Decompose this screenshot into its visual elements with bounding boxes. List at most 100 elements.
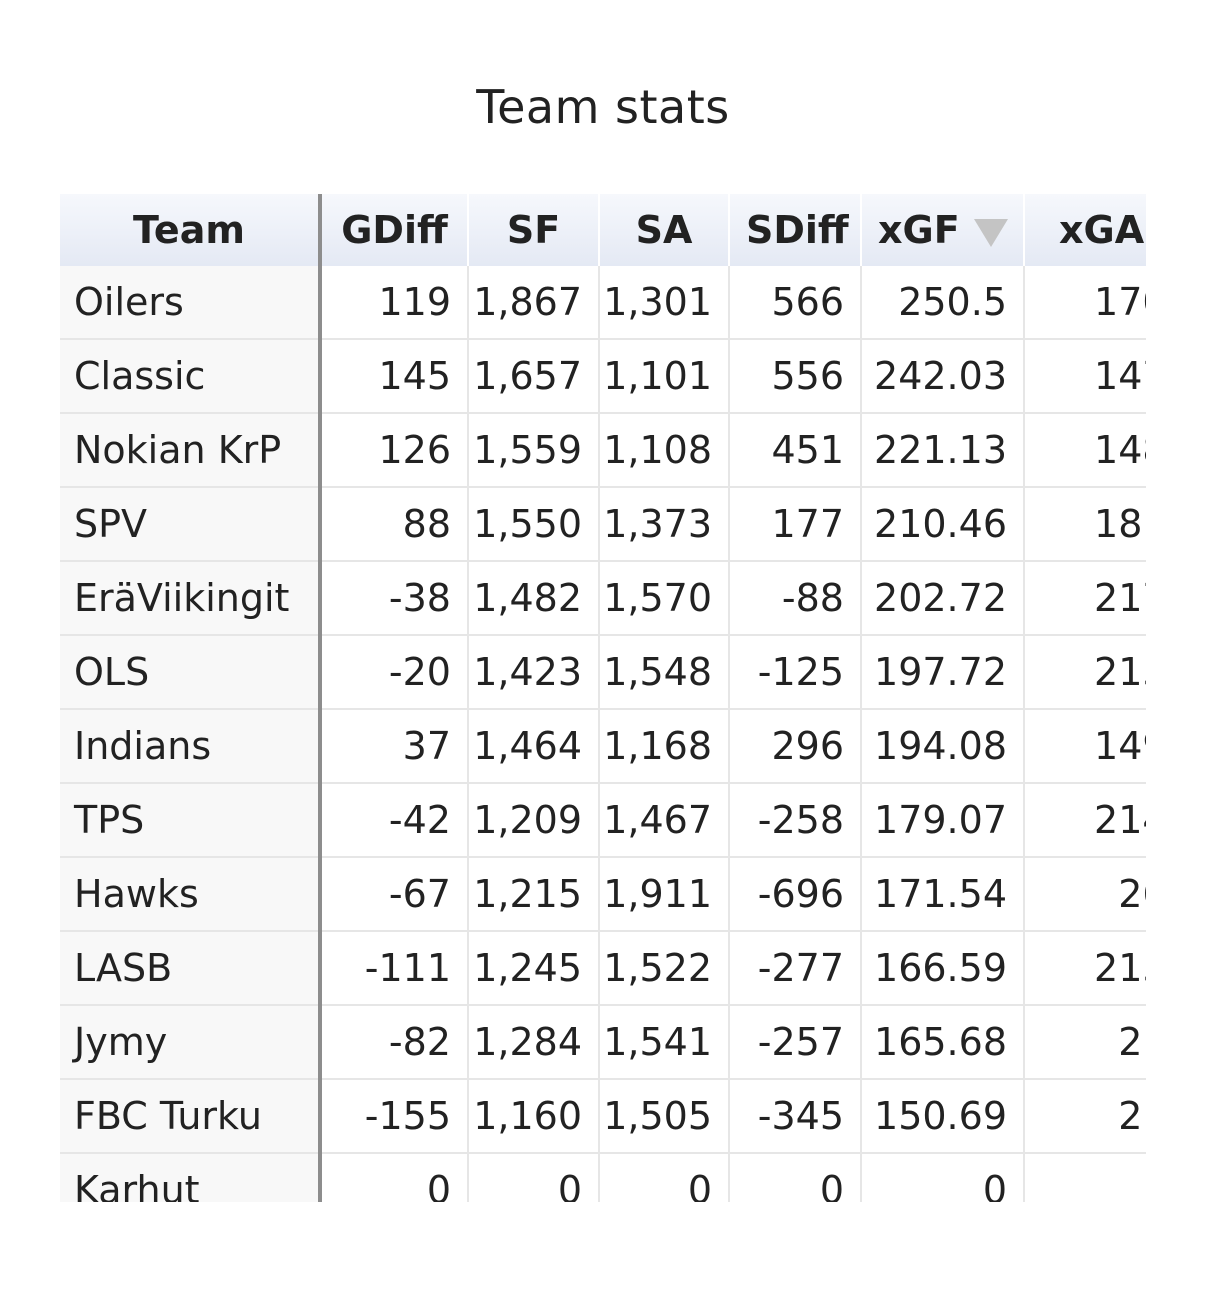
team-cell: TPS [60, 783, 322, 858]
sdiff-cell: -696 [729, 857, 862, 932]
gdiff-cell: -82 [320, 1005, 469, 1080]
sf-cell: 1,209 [468, 783, 600, 858]
column-header-label: SA [635, 208, 693, 252]
team-cell: Oilers [60, 266, 322, 340]
team-cell: Classic [60, 339, 322, 414]
xgf-cell: 179.07 [861, 783, 1025, 858]
column-header-sa[interactable]: SA [599, 194, 730, 266]
table-row: Karhut000000 [60, 1153, 1146, 1202]
sa-cell: 1,168 [599, 709, 730, 784]
xga-cell: 147.39 [1024, 339, 1146, 414]
column-header-xgf[interactable]: xGF [861, 194, 1025, 266]
sa-cell: 1,541 [599, 1005, 730, 1080]
sf-cell: 1,284 [468, 1005, 600, 1080]
xgf-cell: 194.08 [861, 709, 1025, 784]
column-header-sdiff[interactable]: SDiff [729, 194, 862, 266]
xga-cell: 215.07 [1024, 931, 1146, 1006]
sdiff-cell: -345 [729, 1079, 862, 1154]
sf-cell: 1,245 [468, 931, 600, 1006]
sa-cell: 1,548 [599, 635, 730, 710]
gdiff-cell: 145 [320, 339, 469, 414]
sdiff-cell: 566 [729, 266, 862, 340]
xga-cell: 267.7 [1024, 857, 1146, 932]
gdiff-cell: 37 [320, 709, 469, 784]
sf-cell: 1,550 [468, 487, 600, 562]
sdiff-cell: -257 [729, 1005, 862, 1080]
sdiff-cell: 296 [729, 709, 862, 784]
gdiff-cell: -67 [320, 857, 469, 932]
sa-cell: 1,911 [599, 857, 730, 932]
gdiff-cell: -20 [320, 635, 469, 710]
column-header-label: SDiff [746, 208, 849, 252]
sf-cell: 1,657 [468, 339, 600, 414]
xgf-cell: 221.13 [861, 413, 1025, 488]
sa-cell: 0 [599, 1153, 730, 1202]
gdiff-cell: -38 [320, 561, 469, 636]
sdiff-cell: 556 [729, 339, 862, 414]
team-cell: Jymy [60, 1005, 322, 1080]
xga-cell: 213.99 [1024, 635, 1146, 710]
xga-cell: 148.85 [1024, 413, 1146, 488]
sdiff-cell: 451 [729, 413, 862, 488]
xga-cell: 213.3 [1024, 1079, 1146, 1154]
gdiff-cell: 126 [320, 413, 469, 488]
team-stats-table-container[interactable]: Team GDiff SF SA SDiff xGF xGA Oilers 119… [60, 194, 1146, 1202]
sa-cell: 1,101 [599, 339, 730, 414]
xga-cell: 170.33 [1024, 266, 1146, 340]
sa-cell: 1,301 [599, 266, 730, 340]
column-header-label: GDiff [341, 208, 448, 252]
team-cell: FBC Turku [60, 1079, 322, 1154]
xga-cell: 181.99 [1024, 487, 1146, 562]
sa-cell: 1,373 [599, 487, 730, 562]
sa-cell: 1,570 [599, 561, 730, 636]
team-cell: Karhut [60, 1153, 322, 1202]
xga-cell: 0 [1024, 1153, 1146, 1202]
team-cell: Hawks [60, 857, 322, 932]
xgf-cell: 202.72 [861, 561, 1025, 636]
sf-cell: 1,160 [468, 1079, 600, 1154]
column-header-gdiff[interactable]: GDiff [320, 194, 469, 266]
table-body: Oilers1191,8671,301566250.5170.33Classic… [60, 266, 1146, 1202]
sdiff-cell: 0 [729, 1153, 862, 1202]
sf-cell: 1,559 [468, 413, 600, 488]
sf-cell: 1,867 [468, 266, 600, 340]
header-row: Team GDiff SF SA SDiff xGF xGA [60, 194, 1146, 266]
sort-descending-icon [973, 218, 1008, 247]
sf-cell: 0 [468, 1153, 600, 1202]
xgf-cell: 210.46 [861, 487, 1025, 562]
sa-cell: 1,467 [599, 783, 730, 858]
column-header-team[interactable]: Team [60, 194, 322, 266]
xga-cell: 149.28 [1024, 709, 1146, 784]
sa-cell: 1,505 [599, 1079, 730, 1154]
sdiff-cell: -88 [729, 561, 862, 636]
sf-cell: 1,464 [468, 709, 600, 784]
sdiff-cell: -277 [729, 931, 862, 1006]
column-header-xga[interactable]: xGA [1024, 194, 1146, 266]
xgf-cell: 250.5 [861, 266, 1025, 340]
xga-cell: 211.4 [1024, 1005, 1146, 1080]
column-header-label: xGA [1059, 208, 1145, 252]
xgf-cell: 166.59 [861, 931, 1025, 1006]
gdiff-cell: 119 [320, 266, 469, 340]
gdiff-cell: 0 [320, 1153, 469, 1202]
gdiff-cell: -111 [320, 931, 469, 1006]
column-header-label: Team [133, 208, 245, 252]
xgf-cell: 0 [861, 1153, 1025, 1202]
sf-cell: 1,482 [468, 561, 600, 636]
sdiff-cell: 177 [729, 487, 862, 562]
team-cell: Nokian KrP [60, 413, 322, 488]
gdiff-cell: 88 [320, 487, 469, 562]
sf-cell: 1,215 [468, 857, 600, 932]
sa-cell: 1,522 [599, 931, 730, 1006]
xga-cell: 214.95 [1024, 783, 1146, 858]
column-header-sf[interactable]: SF [468, 194, 600, 266]
team-cell: OLS [60, 635, 322, 710]
